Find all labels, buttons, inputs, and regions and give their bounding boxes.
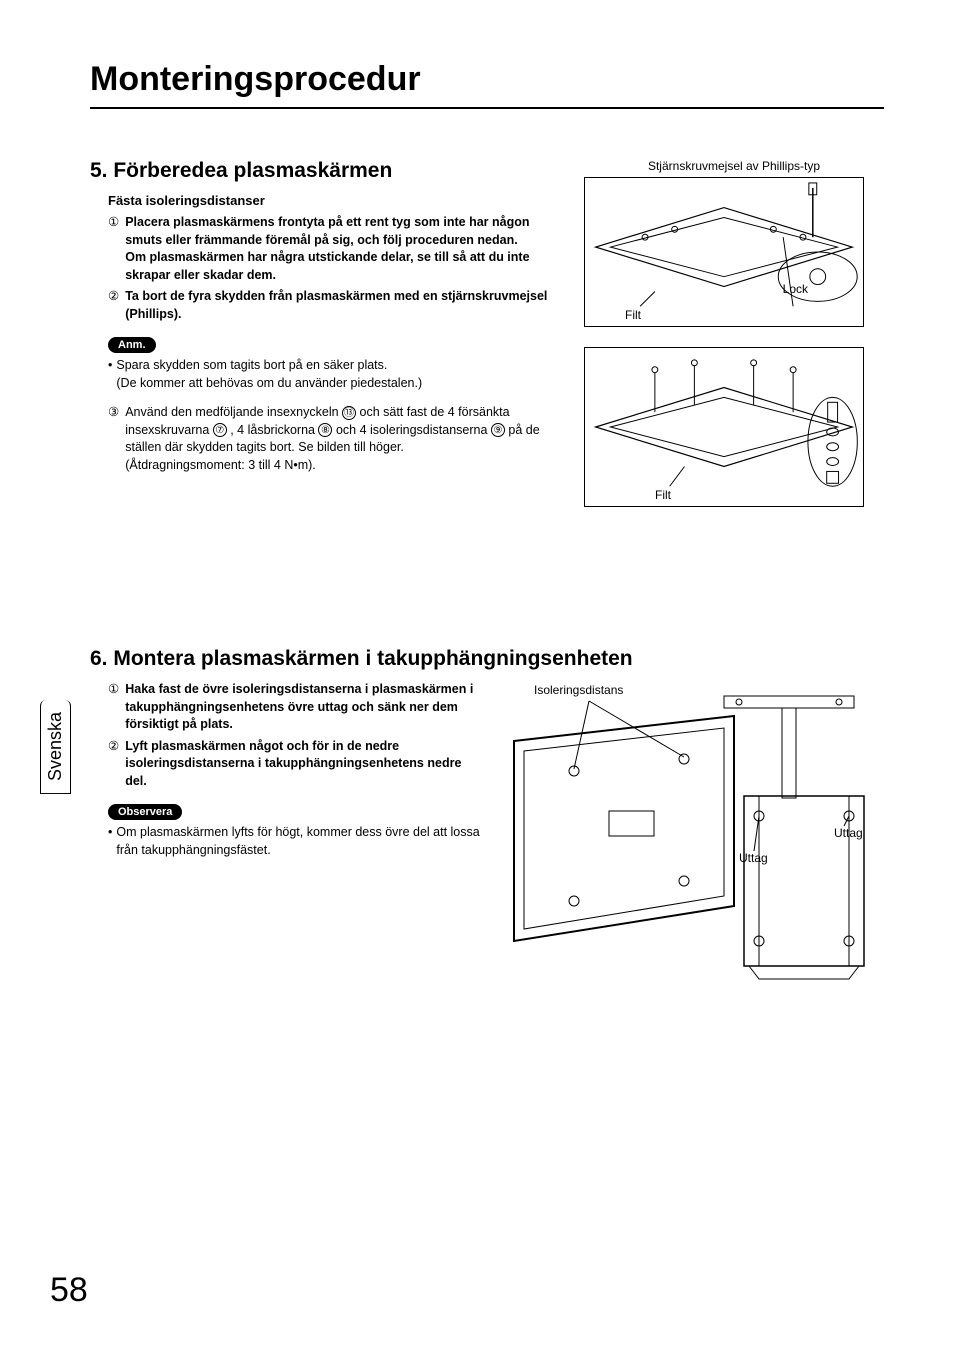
ref-circled: ⑬	[342, 406, 356, 420]
fig-label-filt: Filt	[625, 308, 641, 322]
step-text: Haka fast de övre isoleringsdistanserna …	[125, 682, 473, 731]
section-5-subheading: Fästa isoleringsdistanser	[108, 193, 564, 208]
step-number: ②	[108, 738, 119, 791]
step-text: Placera plasmaskärmens frontyta på ett r…	[125, 215, 529, 247]
ref-circled: ⑨	[491, 423, 505, 437]
fig-label-lock: Lock	[783, 282, 808, 296]
note-6: • Om plasmaskärmen lyfts för högt, komme…	[108, 824, 484, 859]
figure-6: Isoleringsdistans Uttag Uttag	[504, 681, 884, 981]
step-6-1: ① Haka fast de övre isoleringsdistansern…	[108, 681, 484, 734]
step-text: Lyft plasmaskärmen något och för in de n…	[125, 739, 461, 788]
step-number: ②	[108, 288, 119, 323]
diagram-svg	[585, 178, 863, 326]
figure-5-1: Filt Lock	[584, 177, 864, 327]
step-part: , 4 låsbrickorna	[227, 423, 319, 437]
step-5-3: ③ Använd den medföljande insexnyckeln ⑬ …	[108, 404, 564, 474]
section-6: 6. Montera plasmaskärmen i takupphängnin…	[90, 647, 884, 981]
step-5-2: ② Ta bort de fyra skydden från plasmaskä…	[108, 288, 564, 323]
note-label: Anm.	[108, 337, 156, 353]
note-line1: Spara skydden som tagits bort på en säke…	[116, 358, 387, 372]
ref-circled: ⑦	[213, 423, 227, 437]
diagram-svg	[585, 348, 863, 506]
step-number: ①	[108, 214, 119, 284]
section-5-heading: 5. Förberedea plasmaskärmen	[90, 159, 564, 183]
step-extra: Om plasmaskärmen har några utstickande d…	[125, 250, 529, 282]
step-5-1: ① Placera plasmaskärmens frontyta på ett…	[108, 214, 564, 284]
diagram-svg	[504, 681, 884, 981]
step-part: Använd den medföljande insexnyckeln	[125, 405, 342, 419]
fig-label-uttag: Uttag	[834, 826, 863, 840]
torque-spec: (Åtdragningsmoment: 3 till 4 N•m).	[125, 458, 316, 472]
fig-label-filt: Filt	[655, 488, 671, 502]
page-number: 58	[50, 1271, 88, 1310]
step-number: ③	[108, 404, 119, 474]
note-5: • Spara skydden som tagits bort på en sä…	[108, 357, 564, 392]
language-tab: Svenska	[40, 700, 71, 794]
step-part: och 4 isoleringsdistanserna	[332, 423, 490, 437]
note-line2: (De kommer att behövas om du använder pi…	[116, 376, 422, 390]
section-6-heading: 6. Montera plasmaskärmen i takupphängnin…	[90, 647, 884, 671]
fig-label-iso: Isoleringsdistans	[534, 683, 623, 697]
figure-5-2: Filt	[584, 347, 864, 507]
bullet: •	[108, 357, 112, 392]
step-6-2: ② Lyft plasmaskärmen något och för in de…	[108, 738, 484, 791]
step-text: Ta bort de fyra skydden från plasmaskärm…	[125, 289, 547, 321]
bullet: •	[108, 824, 112, 859]
step-number: ①	[108, 681, 119, 734]
fig-label-uttag: Uttag	[739, 851, 768, 865]
observe-label: Observera	[108, 804, 182, 820]
page-title: Monteringsprocedur	[90, 60, 884, 109]
ref-circled: ⑧	[318, 423, 332, 437]
section-5: 5. Förberedea plasmaskärmen Fästa isoler…	[90, 159, 884, 507]
fig1-caption: Stjärnskruvmejsel av Phillips-typ	[584, 159, 884, 173]
note-text: Om plasmaskärmen lyfts för högt, kommer …	[116, 824, 484, 859]
